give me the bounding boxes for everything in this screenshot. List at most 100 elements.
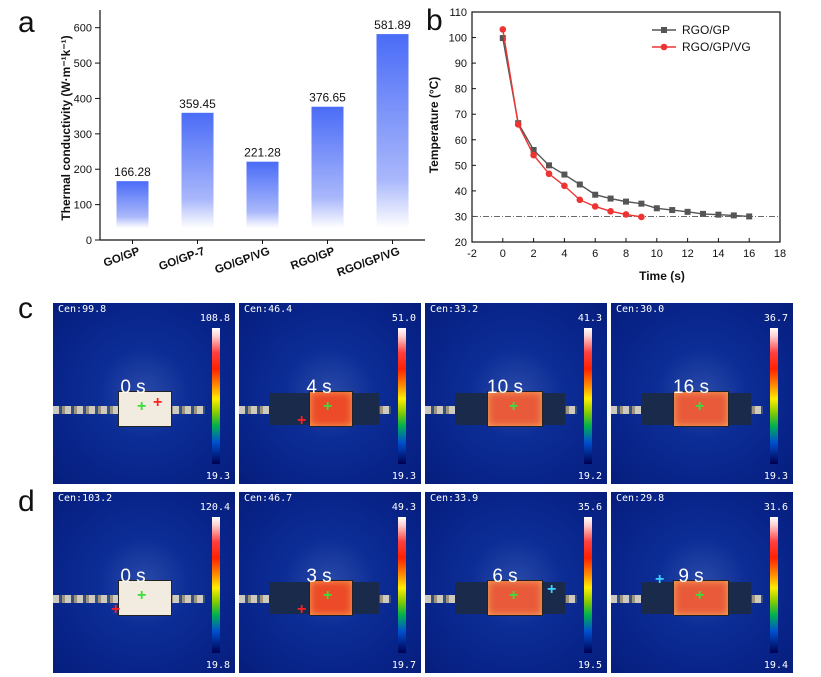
temperature-colorbar: [770, 517, 778, 653]
y-tick-label: 200: [74, 164, 92, 176]
temperature-colorbar: [770, 328, 778, 464]
x-tick-label: 6: [592, 248, 598, 260]
y-tick-label: 400: [74, 93, 92, 105]
y-tick-label: 500: [74, 58, 92, 70]
colorbar-max-label: 41.3: [577, 313, 602, 324]
colorbar-max-label: 31.6: [763, 502, 788, 513]
heated-sample: [487, 580, 543, 616]
elapsed-time-label: 6 s: [492, 566, 518, 587]
elapsed-time-label: 10 s: [487, 377, 523, 398]
data-point: [684, 208, 691, 215]
max-temperature-crosshair-icon: +: [153, 394, 163, 411]
elapsed-time-label: 16 s: [673, 377, 709, 398]
bar-value-label: 359.45: [179, 97, 216, 111]
temperature-colorbar: [584, 517, 592, 653]
bar-chart-category-labels: GO/GP GO/GP-7 GO/GP/VG RGO/GP RGO/GP/VG: [102, 245, 402, 279]
bar: [116, 181, 149, 228]
bar-chart-bars: [116, 34, 409, 228]
thermal-image: Cen:46.7 49.3 19.7 3 s + +: [239, 492, 421, 673]
bar-chart-y-axis-title: Thermal conductivity (W·m⁻¹k⁻¹): [59, 35, 73, 220]
thermal-conductivity-bar-chart: a 0 100 200 300 400 500 600 166.28 359.45 221.28…: [18, 6, 425, 279]
elapsed-time-label: 0 s: [120, 377, 146, 398]
center-crosshair-icon: +: [137, 398, 147, 415]
x-tick-label: 12: [681, 248, 693, 260]
x-tick-label: 4: [561, 248, 567, 260]
elapsed-time-label: 0 s: [120, 566, 146, 587]
temperature-colorbar: [398, 517, 406, 653]
center-crosshair-icon: +: [323, 398, 333, 415]
max-temperature-crosshair-icon: +: [297, 412, 307, 429]
colorbar-min-label: 19.4: [763, 660, 788, 671]
data-point: [561, 171, 568, 178]
center-temperature-readout: Cen:46.4: [244, 304, 293, 315]
x-tick-label: 18: [774, 248, 786, 260]
y-tick-label: 300: [74, 129, 92, 141]
data-point: [592, 191, 599, 198]
y-tick-label: 30: [455, 211, 467, 223]
bar: [246, 161, 279, 228]
thermal-image: Cen:29.8 31.6 19.4 9 s + +: [611, 492, 793, 673]
panel-letter-b: b: [426, 4, 443, 37]
min-temperature-crosshair-icon: +: [547, 581, 557, 598]
colorbar-max-label: 120.4: [199, 502, 230, 513]
heated-sample: [673, 580, 729, 616]
x-tick-label: 2: [531, 248, 537, 260]
colorbar-min-label: 19.3: [391, 471, 416, 482]
y-tick-label: 90: [455, 58, 467, 70]
y-tick-label: 20: [455, 237, 467, 249]
temperature-colorbar: [212, 328, 220, 464]
center-temperature-readout: Cen:99.8: [58, 304, 107, 315]
series-line: [502, 29, 642, 218]
data-point: [638, 200, 645, 207]
data-point: [499, 26, 507, 33]
line-chart-y-axis-title: Temperature (°C): [427, 77, 441, 174]
bar-value-label: 221.28: [244, 146, 281, 160]
data-point: [530, 147, 537, 153]
line-chart-series: [499, 26, 753, 221]
x-tick-label: 10: [651, 248, 663, 260]
x-tick-label: 14: [712, 248, 724, 260]
legend-entry: RGO/GP: [682, 23, 730, 37]
heated-sample: [673, 391, 729, 427]
thermal-image: Cen:46.4 51.0 19.3 4 s + +: [239, 303, 421, 484]
center-temperature-readout: Cen:29.8: [616, 493, 665, 504]
temperature-colorbar: [584, 328, 592, 464]
elapsed-time-label: 3 s: [306, 566, 332, 587]
center-temperature-readout: Cen:33.2: [430, 304, 479, 315]
y-tick-label: 100: [449, 33, 467, 45]
center-crosshair-icon: +: [509, 398, 519, 415]
thermal-image: Cen:33.2 41.3 19.2 10 s +: [425, 303, 607, 484]
y-tick-label: 80: [455, 84, 467, 96]
data-point: [576, 196, 584, 204]
colorbar-min-label: 19.8: [205, 660, 230, 671]
panel-letter-c: c: [18, 292, 33, 325]
bar-category-label: GO/GP/VG: [213, 246, 271, 277]
bar-category-label: GO/GP: [102, 245, 142, 269]
y-tick-label: 100: [74, 200, 92, 212]
y-tick-label: 50: [455, 160, 467, 172]
data-point: [700, 210, 706, 217]
colorbar-max-label: 49.3: [391, 502, 416, 513]
center-temperature-readout: Cen:30.0: [616, 304, 665, 315]
thermal-image: Cen:30.0 36.7 19.3 16 s +: [611, 303, 793, 484]
temperature-time-line-chart: b 20 30 40 50 60 70 80 90 100 110 -2 0 2 4 6 8 10 12 14 16 1…: [426, 4, 786, 283]
data-point: [669, 207, 676, 214]
heated-sample: [118, 580, 172, 616]
line-chart-legend: RGO/GP RGO/GP/VG: [652, 23, 751, 54]
data-point: [591, 203, 599, 210]
colorbar-max-label: 36.7: [763, 313, 788, 324]
max-temperature-crosshair-icon: +: [111, 601, 121, 618]
bar: [376, 34, 409, 228]
bar-chart-value-labels: 166.28 359.45 221.28 376.65 581.89: [114, 18, 411, 179]
bar-category-label: RGO/GP: [289, 245, 337, 272]
colorbar-min-label: 19.3: [205, 471, 230, 482]
data-point: [730, 212, 737, 219]
series-line: [502, 37, 750, 218]
elapsed-time-label: 4 s: [306, 377, 332, 398]
data-point: [546, 162, 552, 169]
data-point: [499, 35, 506, 42]
data-point: [653, 205, 660, 212]
y-tick-label: 110: [449, 7, 467, 19]
data-point: [576, 181, 583, 188]
bar-category-label: GO/GP-7: [157, 246, 206, 274]
